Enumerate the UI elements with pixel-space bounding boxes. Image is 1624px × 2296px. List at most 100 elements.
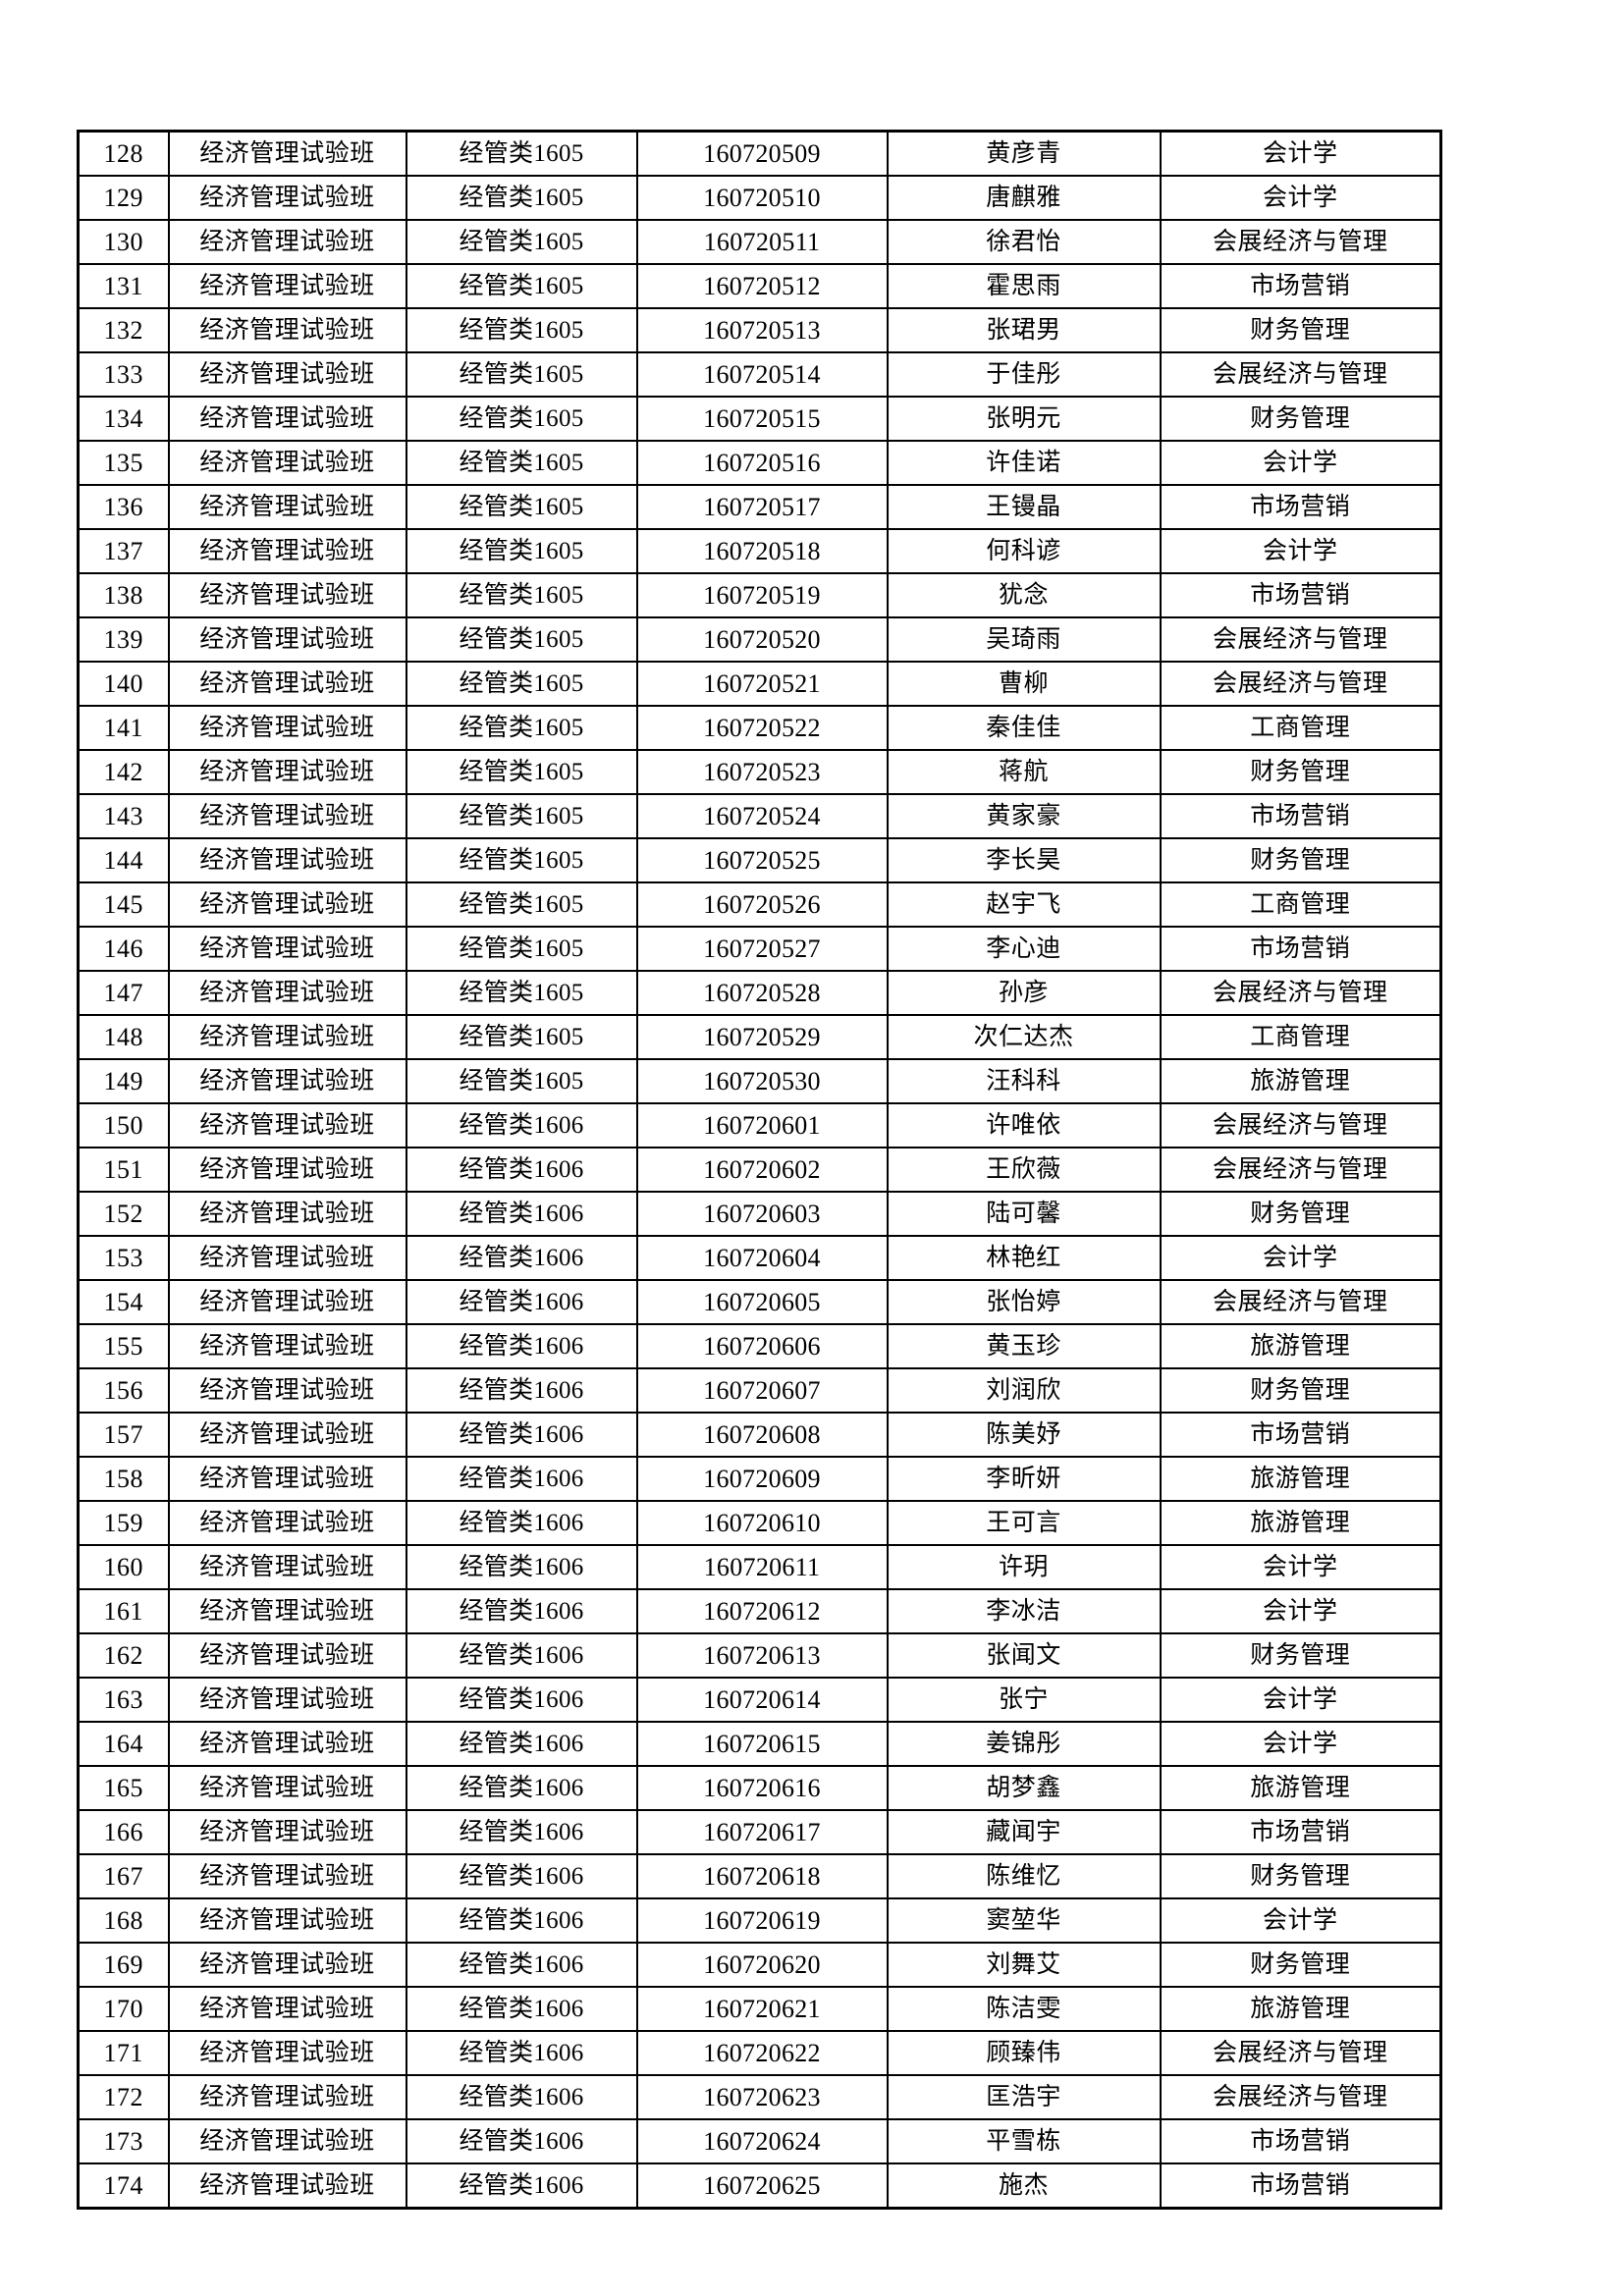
cell-student-id: 160720515 xyxy=(635,396,889,442)
cell-name: 李冰洁 xyxy=(886,1588,1162,1634)
cell-class: 经管类1606 xyxy=(405,1942,638,1988)
cell-student-id: 160720609 xyxy=(635,1456,889,1502)
cell-student-id: 160720607 xyxy=(635,1367,889,1414)
cell-major: 市场营销 xyxy=(1159,1809,1442,1855)
cell-index: 131 xyxy=(77,263,170,309)
cell-program: 经济管理试验班 xyxy=(167,661,407,707)
cell-program: 经济管理试验班 xyxy=(167,1853,407,1899)
cell-class: 经管类1605 xyxy=(405,616,638,663)
cell-program: 经济管理试验班 xyxy=(167,1897,407,1944)
cell-major: 工商管理 xyxy=(1159,1014,1442,1060)
cell-index: 150 xyxy=(77,1102,170,1148)
cell-program: 经济管理试验班 xyxy=(167,2030,407,2076)
cell-student-id: 160720528 xyxy=(635,970,889,1016)
cell-index: 152 xyxy=(77,1191,170,1237)
cell-student-id: 160720516 xyxy=(635,440,889,486)
cell-student-id: 160720530 xyxy=(635,1058,889,1104)
cell-name: 陈洁雯 xyxy=(886,1986,1162,2032)
cell-index: 135 xyxy=(77,440,170,486)
cell-student-id: 160720615 xyxy=(635,1721,889,1767)
cell-student-id: 160720621 xyxy=(635,1986,889,2032)
cell-major: 旅游管理 xyxy=(1159,1323,1442,1369)
cell-major: 会计学 xyxy=(1159,528,1442,574)
table-row: 174 经济管理试验班 经管类1606 160720625 施杰 市场营销 xyxy=(77,2163,1442,2210)
cell-name: 犹念 xyxy=(886,572,1162,618)
cell-class: 经管类1606 xyxy=(405,1279,638,1325)
cell-major: 会展经济与管理 xyxy=(1159,219,1442,265)
cell-student-id: 160720522 xyxy=(635,705,889,751)
cell-major: 会展经济与管理 xyxy=(1159,661,1442,707)
cell-name: 张宁 xyxy=(886,1677,1162,1723)
cell-program: 经济管理试验班 xyxy=(167,219,407,265)
cell-program: 经济管理试验班 xyxy=(167,351,407,398)
cell-program: 经济管理试验班 xyxy=(167,1942,407,1988)
cell-index: 140 xyxy=(77,661,170,707)
cell-program: 经济管理试验班 xyxy=(167,881,407,928)
cell-student-id: 160720519 xyxy=(635,572,889,618)
cell-program: 经济管理试验班 xyxy=(167,2163,407,2210)
cell-name: 次仁达杰 xyxy=(886,1014,1162,1060)
cell-student-id: 160720608 xyxy=(635,1412,889,1458)
cell-class: 经管类1605 xyxy=(405,351,638,398)
cell-name: 藏闻宇 xyxy=(886,1809,1162,1855)
cell-student-id: 160720526 xyxy=(635,881,889,928)
cell-major: 旅游管理 xyxy=(1159,1765,1442,1811)
cell-student-id: 160720614 xyxy=(635,1677,889,1723)
cell-index: 136 xyxy=(77,484,170,530)
cell-program: 经济管理试验班 xyxy=(167,1147,407,1193)
cell-program: 经济管理试验班 xyxy=(167,396,407,442)
cell-class: 经管类1605 xyxy=(405,1058,638,1104)
cell-major: 会展经济与管理 xyxy=(1159,1279,1442,1325)
cell-student-id: 160720512 xyxy=(635,263,889,309)
table-row: 143 经济管理试验班 经管类1605 160720524 黄家豪 市场营销 xyxy=(77,793,1442,839)
cell-name: 于佳彤 xyxy=(886,351,1162,398)
cell-index: 158 xyxy=(77,1456,170,1502)
cell-index: 162 xyxy=(77,1632,170,1679)
cell-name: 许佳诺 xyxy=(886,440,1162,486)
table-row: 141 经济管理试验班 经管类1605 160720522 秦佳佳 工商管理 xyxy=(77,705,1442,751)
cell-program: 经济管理试验班 xyxy=(167,1323,407,1369)
cell-major: 会展经济与管理 xyxy=(1159,1102,1442,1148)
cell-class: 经管类1606 xyxy=(405,1500,638,1546)
cell-index: 170 xyxy=(77,1986,170,2032)
cell-student-id: 160720511 xyxy=(635,219,889,265)
roster-table-container: 128 经济管理试验班 经管类1605 160720509 黄彦青 会计学 129 经济管理试… xyxy=(77,130,1442,2210)
table-row: 159 经济管理试验班 经管类1606 160720610 王可言 旅游管理 xyxy=(77,1500,1442,1546)
cell-name: 王可言 xyxy=(886,1500,1162,1546)
cell-index: 167 xyxy=(77,1853,170,1899)
cell-program: 经济管理试验班 xyxy=(167,307,407,353)
cell-index: 164 xyxy=(77,1721,170,1767)
cell-major: 市场营销 xyxy=(1159,263,1442,309)
cell-major: 会计学 xyxy=(1159,130,1442,177)
cell-major: 旅游管理 xyxy=(1159,1500,1442,1546)
cell-program: 经济管理试验班 xyxy=(167,175,407,221)
cell-program: 经济管理试验班 xyxy=(167,572,407,618)
cell-class: 经管类1606 xyxy=(405,1986,638,2032)
cell-class: 经管类1606 xyxy=(405,1721,638,1767)
cell-index: 169 xyxy=(77,1942,170,1988)
cell-index: 163 xyxy=(77,1677,170,1723)
cell-class: 经管类1605 xyxy=(405,749,638,795)
cell-name: 刘舞艾 xyxy=(886,1942,1162,1988)
cell-major: 旅游管理 xyxy=(1159,1986,1442,2032)
cell-student-id: 160720613 xyxy=(635,1632,889,1679)
cell-index: 138 xyxy=(77,572,170,618)
cell-class: 经管类1606 xyxy=(405,1853,638,1899)
cell-name: 张明元 xyxy=(886,396,1162,442)
cell-index: 161 xyxy=(77,1588,170,1634)
cell-index: 154 xyxy=(77,1279,170,1325)
table-row: 132 经济管理试验班 经管类1605 160720513 张珺男 财务管理 xyxy=(77,307,1442,353)
cell-major: 会计学 xyxy=(1159,1588,1442,1634)
cell-name: 黄彦青 xyxy=(886,130,1162,177)
table-row: 146 经济管理试验班 经管类1605 160720527 李心迪 市场营销 xyxy=(77,926,1442,972)
cell-program: 经济管理试验班 xyxy=(167,1677,407,1723)
cell-class: 经管类1605 xyxy=(405,1014,638,1060)
cell-program: 经济管理试验班 xyxy=(167,1058,407,1104)
cell-class: 经管类1605 xyxy=(405,793,638,839)
cell-name: 徐君怡 xyxy=(886,219,1162,265)
table-row: 161 经济管理试验班 经管类1606 160720612 李冰洁 会计学 xyxy=(77,1588,1442,1634)
cell-major: 会计学 xyxy=(1159,1721,1442,1767)
cell-student-id: 160720612 xyxy=(635,1588,889,1634)
cell-student-id: 160720518 xyxy=(635,528,889,574)
cell-program: 经济管理试验班 xyxy=(167,2118,407,2164)
